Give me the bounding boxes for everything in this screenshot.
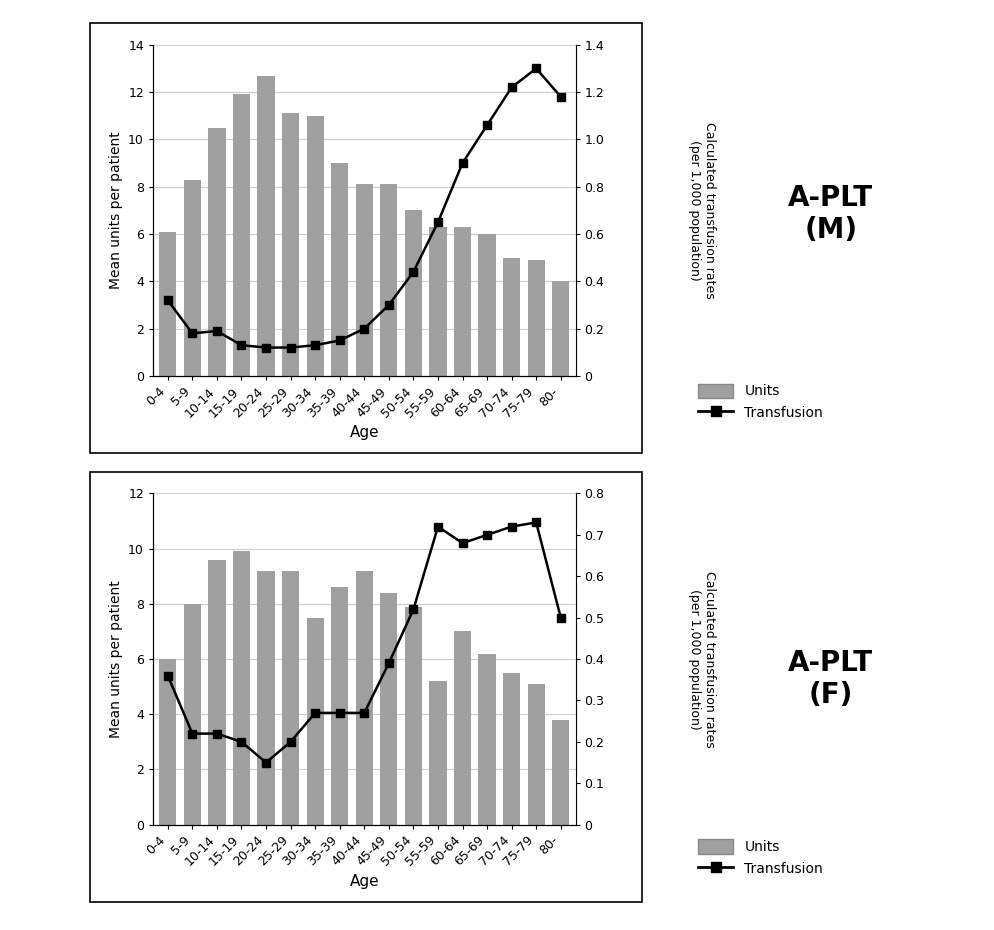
Y-axis label: Calculated transfusion rates
(per 1,000 population): Calculated transfusion rates (per 1,000 … [687,122,715,299]
Bar [503,673,520,825]
Y-axis label: Mean units per patient: Mean units per patient [108,131,122,289]
Bar [527,260,545,376]
Bar [257,571,274,825]
Bar [552,720,569,825]
Bar [184,604,201,825]
Bar [527,684,545,825]
X-axis label: Age: Age [349,874,379,889]
Y-axis label: Mean units per patient: Mean units per patient [108,580,122,737]
Legend: Units, Transfusion: Units, Transfusion [698,839,822,876]
Bar [208,127,226,376]
Bar [306,115,323,376]
Bar [552,282,569,376]
Bar [331,588,348,825]
Bar [503,258,520,376]
Bar [208,560,226,825]
Bar [281,113,299,376]
Bar [233,95,249,376]
Bar [355,184,373,376]
Y-axis label: Calculated transfusion rates
(per 1,000 population): Calculated transfusion rates (per 1,000 … [687,571,715,748]
Bar [159,659,176,825]
Bar [429,227,446,376]
Bar [405,210,421,376]
Text: A-PLT
(F): A-PLT (F) [787,649,873,709]
Bar [306,618,323,825]
Bar [478,234,495,376]
Bar [331,163,348,376]
Bar [184,179,201,376]
Bar [159,232,176,376]
Legend: Units, Transfusion: Units, Transfusion [698,383,822,420]
Bar [380,184,397,376]
Bar [281,571,299,825]
Bar [355,571,373,825]
Bar [453,631,470,825]
Text: A-PLT
(M): A-PLT (M) [787,184,873,244]
Bar [233,551,249,825]
Bar [429,681,446,825]
X-axis label: Age: Age [349,425,379,441]
Bar [405,606,421,825]
Bar [478,654,495,825]
Bar [257,75,274,376]
Bar [453,227,470,376]
Bar [380,592,397,825]
